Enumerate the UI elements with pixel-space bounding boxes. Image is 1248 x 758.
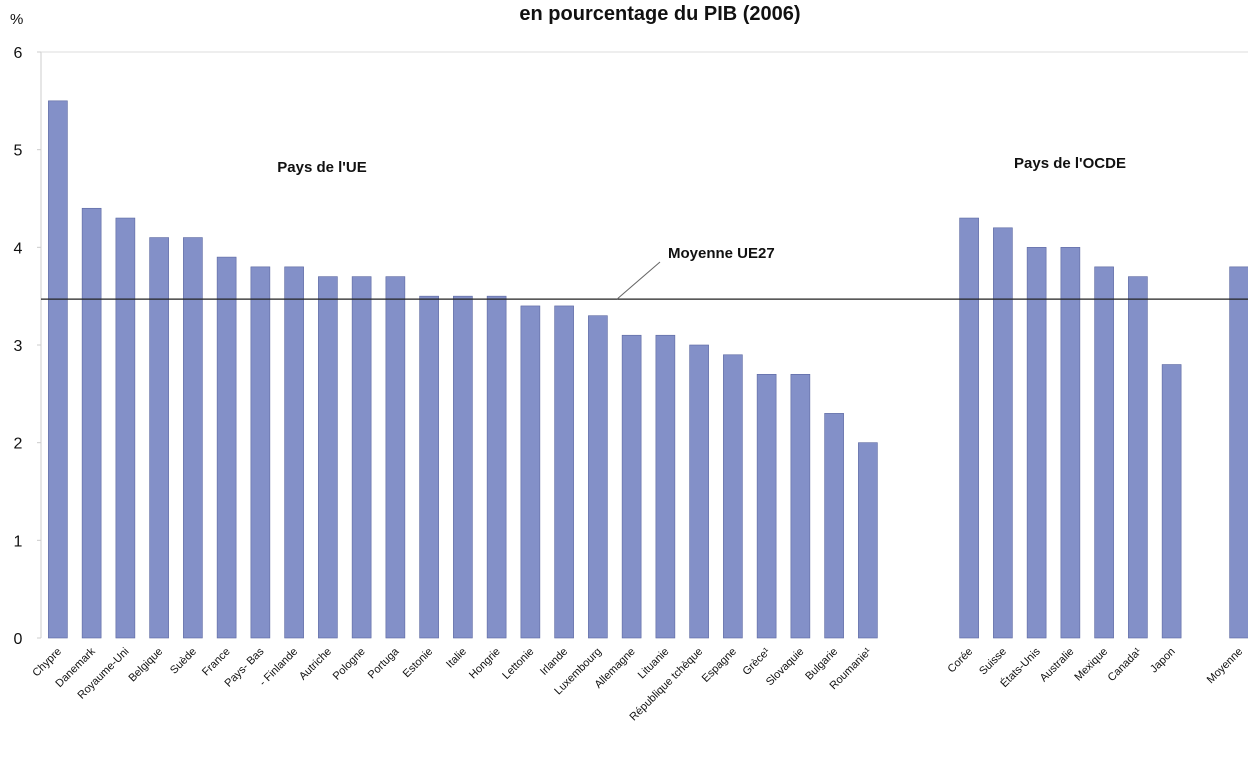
x-tick-label: Pologne [331, 646, 368, 683]
x-tick-label: Hongrie [467, 646, 503, 682]
x-tick-label: Belgique [126, 646, 165, 685]
bar [790, 373, 811, 639]
x-tick-label: Italie [444, 646, 469, 671]
bar [183, 237, 203, 639]
x-tick-label: Canada¹ [1106, 645, 1145, 684]
chart-title: en pourcentage du PIB (2006) [519, 3, 800, 25]
x-tick-label: Estonie [401, 646, 435, 680]
x-tick-label: Suisse [977, 646, 1009, 678]
bar [993, 227, 1013, 639]
bar [385, 276, 406, 639]
x-tick-label: Grèce¹ [740, 645, 772, 677]
bar [216, 256, 237, 639]
bar [959, 217, 979, 639]
bar [554, 305, 574, 639]
group-label: Pays de l'OCDE [1014, 155, 1126, 172]
bar [1094, 266, 1114, 639]
y-tick-label: 3 [14, 338, 23, 355]
bar [756, 373, 777, 639]
bar [318, 276, 338, 639]
y-tick-label: 5 [14, 143, 23, 160]
x-tick-label: Corée [946, 646, 976, 676]
x-tick-label: Irlande [538, 646, 570, 678]
bar [520, 305, 541, 639]
bar [149, 237, 169, 639]
x-tick-label: Suède [168, 646, 199, 677]
bar [1060, 247, 1081, 639]
y-tick-label: 1 [14, 533, 23, 550]
y-tick-label: 0 [14, 631, 23, 648]
bar [486, 295, 507, 639]
x-tick-label: Mexique [1072, 646, 1110, 684]
bar [453, 295, 473, 639]
x-tick-label: Chypre [30, 646, 64, 680]
x-tick-label: Lettonie [500, 646, 536, 682]
bar [723, 354, 743, 639]
bar [284, 266, 304, 639]
bar [824, 413, 844, 639]
y-tick-label: 2 [14, 436, 23, 453]
y-tick-label: 4 [14, 240, 23, 257]
bar [1026, 247, 1047, 639]
bar [1128, 276, 1148, 639]
x-tick-label: Portuga [366, 645, 402, 681]
x-tick-label: Japon [1148, 646, 1178, 676]
bar [858, 442, 878, 639]
x-tick-label: Moyenne [1205, 646, 1245, 686]
bar [115, 217, 136, 639]
reference-label: Moyenne UE27 [668, 245, 775, 262]
bar [655, 334, 676, 639]
x-tick-label: Espagne [700, 646, 739, 685]
bar [621, 334, 642, 639]
bar [689, 344, 709, 639]
bar [81, 207, 102, 639]
bar [351, 276, 372, 639]
bar [250, 266, 271, 639]
y-tick-label: 6 [14, 45, 23, 62]
bar [419, 295, 439, 639]
x-tick-label: France [200, 646, 233, 679]
annotation-leader [616, 261, 661, 300]
y-axis-label: % [10, 11, 23, 28]
bar [588, 315, 608, 639]
group-label: Pays de l'UE [277, 159, 366, 176]
bar [48, 100, 68, 639]
bar [1161, 364, 1182, 639]
x-tick-label: Autriche [297, 646, 334, 683]
x-tick-label: Australie [1038, 646, 1077, 685]
bar [1229, 266, 1248, 639]
